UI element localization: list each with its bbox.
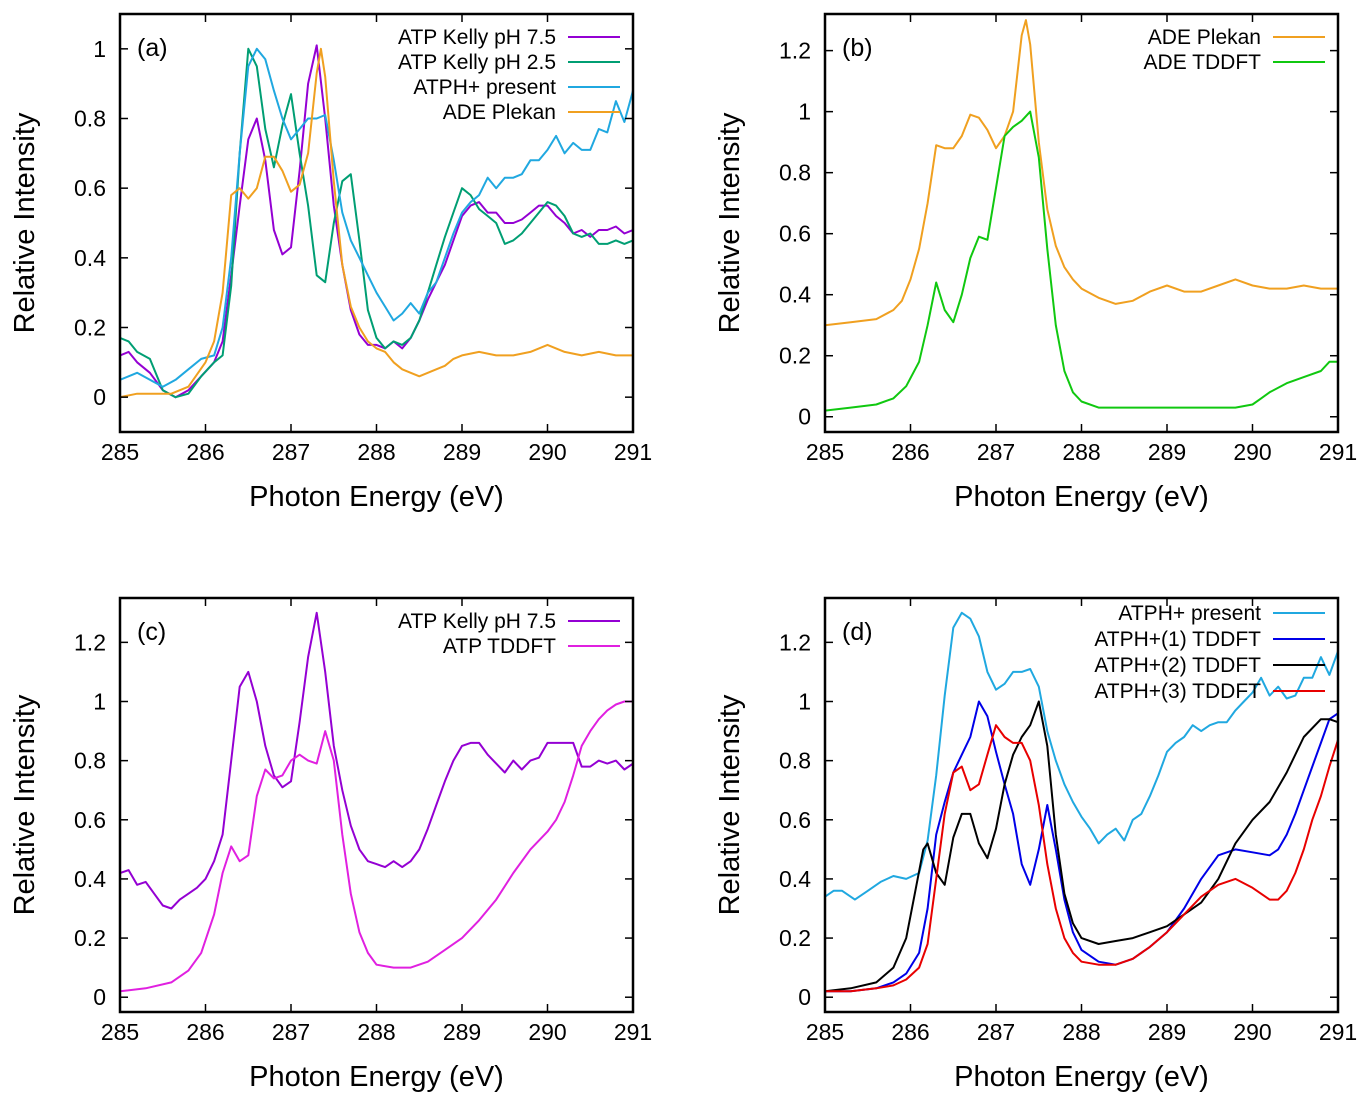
legend-label: ATPH+ present: [1118, 602, 1261, 625]
x-tick-label: 286: [186, 439, 224, 465]
y-tick-label: 1: [93, 689, 106, 715]
plot-frame: [118, 12, 635, 434]
legend-label: ATP Kelly pH 7.5: [398, 610, 556, 633]
y-tick-label: 0.6: [74, 807, 106, 833]
y-tick-label: 1: [798, 99, 811, 125]
y-tick-label: 1.2: [779, 38, 811, 64]
panel-label: (a): [137, 34, 168, 62]
series-line-1: [825, 611, 1338, 901]
x-axis-title: Photon Energy (eV): [954, 481, 1209, 513]
y-tick-label: 0.4: [74, 245, 106, 271]
series-line-3: [120, 47, 633, 388]
x-tick-label: 288: [1062, 439, 1100, 465]
x-tick-label: 288: [1062, 1019, 1100, 1045]
x-tick-label: 291: [614, 439, 652, 465]
series-line-2: [120, 47, 633, 399]
y-tick-label: 0.2: [779, 343, 811, 369]
x-tick-label: 287: [977, 439, 1015, 465]
chart-panel-d: 285 286 287 288 289 290 291 0 0.2 0.4 0.6 0.8 1 1.2 Ph…: [714, 596, 1357, 1093]
series-line-1: [825, 19, 1338, 327]
y-tick-label: 0.8: [779, 160, 811, 186]
x-tick-label: 288: [357, 1019, 395, 1045]
panel-label: (b): [842, 34, 873, 62]
y-tick-label: 0.8: [74, 106, 106, 132]
y-tick-label: 1.2: [74, 629, 106, 655]
series-line-2: [120, 700, 633, 993]
series-line-1: [120, 611, 633, 910]
x-tick-label: 289: [1148, 439, 1186, 465]
y-axis-title: Relative Intensity: [9, 112, 41, 333]
x-tick-label: 286: [891, 439, 929, 465]
y-tick-label: 0.4: [779, 282, 811, 308]
panel-label: (d): [842, 618, 873, 646]
y-tick-label: 0.6: [779, 221, 811, 247]
legend-label: ATPH+ present: [413, 76, 556, 99]
plot-frame: [823, 12, 1340, 434]
x-tick-label: 285: [806, 439, 844, 465]
x-tick-label: 289: [443, 439, 481, 465]
x-tick-label: 291: [1319, 439, 1357, 465]
series-line-2: [825, 700, 1338, 993]
series-line-2: [825, 110, 1338, 412]
x-tick-label: 285: [101, 1019, 139, 1045]
y-tick-label: 0.4: [74, 866, 106, 892]
series-line-1: [120, 44, 633, 399]
chart-panel-c: 285 286 287 288 289 290 291 0 0.2 0.4 0.6 0.8 1 1.2 Ph…: [9, 596, 652, 1093]
y-tick-label: 0: [93, 984, 106, 1010]
legend-label: ATP TDDFT: [443, 635, 556, 658]
y-tick-label: 0: [93, 384, 106, 410]
x-tick-label: 287: [977, 1019, 1015, 1045]
legend-label: ADE Plekan: [443, 101, 556, 124]
y-tick-label: 0: [798, 404, 811, 430]
series-line-4: [120, 47, 633, 399]
x-tick-label: 290: [1233, 439, 1271, 465]
x-tick-label: 290: [528, 439, 566, 465]
x-tick-label: 287: [272, 439, 310, 465]
x-tick-label: 286: [186, 1019, 224, 1045]
y-tick-label: 1.2: [779, 629, 811, 655]
x-tick-label: 289: [1148, 1019, 1186, 1045]
x-tick-label: 285: [806, 1019, 844, 1045]
legend-label: ATPH+(3) TDDFT: [1094, 680, 1261, 703]
y-tick-label: 0: [798, 984, 811, 1010]
panel-label: (c): [137, 618, 166, 646]
x-axis-title: Photon Energy (eV): [249, 1061, 504, 1093]
chart-panel-b: 285 286 287 288 289 290 291 0 0.2 0.4 0.6 0.8 1 1.2 Ph…: [714, 12, 1357, 513]
y-tick-label: 0.6: [779, 807, 811, 833]
y-tick-label: 1: [93, 36, 106, 62]
y-tick-label: 0.8: [779, 748, 811, 774]
x-tick-label: 286: [891, 1019, 929, 1045]
x-tick-label: 291: [614, 1019, 652, 1045]
legend-label: ATP Kelly pH 2.5: [398, 51, 556, 74]
x-tick-label: 289: [443, 1019, 481, 1045]
legend-label: ATPH+(2) TDDFT: [1094, 654, 1261, 677]
chart-panel-a: 285 286 287 288 289 290 291 0 0.2 0.4 0.6 0.8 1 Photo…: [9, 12, 652, 513]
x-tick-label: 290: [528, 1019, 566, 1045]
legend-label: ATPH+(1) TDDFT: [1094, 628, 1261, 651]
x-tick-label: 291: [1319, 1019, 1357, 1045]
series-line-4: [825, 724, 1338, 993]
x-tick-label: 287: [272, 1019, 310, 1045]
legend-label: ADE TDDFT: [1144, 51, 1262, 74]
y-axis-title: Relative Intensity: [714, 694, 746, 915]
y-tick-label: 0.2: [74, 925, 106, 951]
y-tick-label: 0.2: [779, 925, 811, 951]
y-tick-label: 0.8: [74, 748, 106, 774]
legend-label: ATP Kelly pH 7.5: [398, 26, 556, 49]
x-tick-label: 290: [1233, 1019, 1271, 1045]
x-tick-label: 288: [357, 439, 395, 465]
y-tick-label: 0.6: [74, 175, 106, 201]
y-tick-label: 0.4: [779, 866, 811, 892]
series-line-3: [825, 700, 1338, 993]
x-tick-label: 285: [101, 439, 139, 465]
y-tick-label: 1: [798, 689, 811, 715]
plot-frame: [118, 596, 635, 1014]
legend-label: ADE Plekan: [1148, 26, 1261, 49]
x-axis-title: Photon Energy (eV): [249, 481, 504, 513]
y-axis-title: Relative Intensity: [9, 694, 41, 915]
x-axis-title: Photon Energy (eV): [954, 1061, 1209, 1093]
y-axis-title: Relative Intensity: [714, 112, 746, 333]
y-tick-label: 0.2: [74, 315, 106, 341]
